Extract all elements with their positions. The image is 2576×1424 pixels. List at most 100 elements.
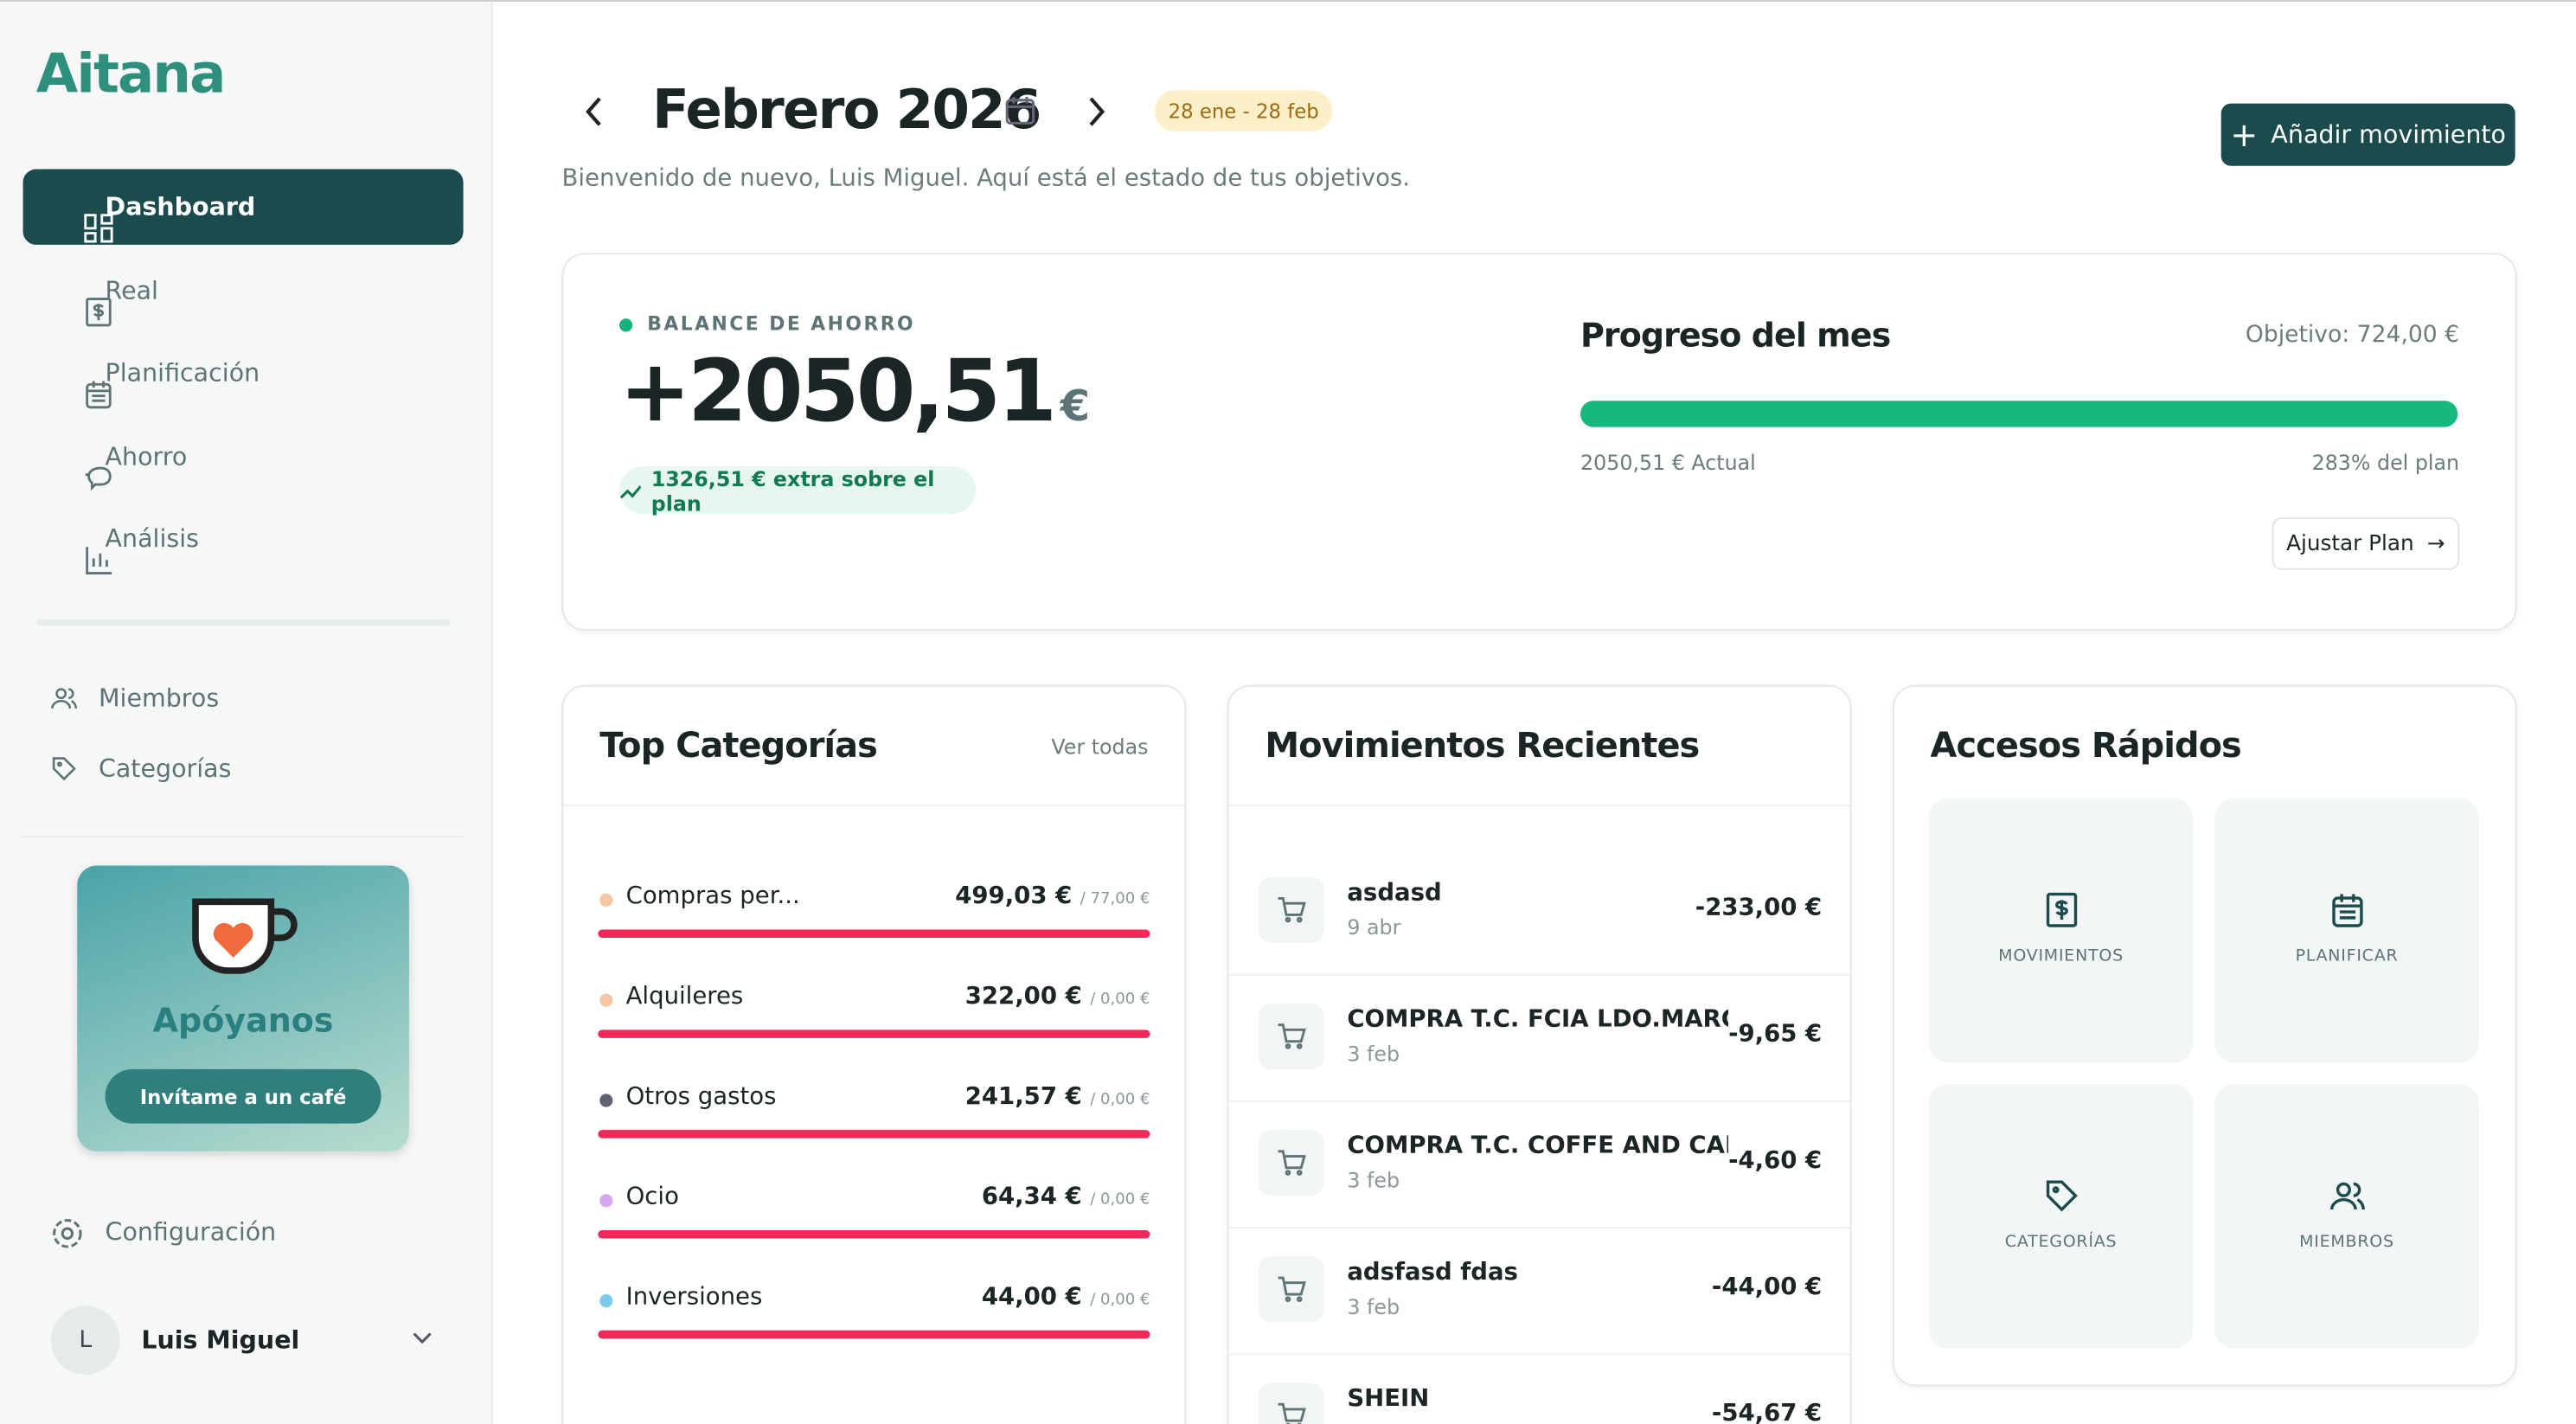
nav-icon-svg <box>86 297 112 326</box>
category-name: Alquileres <box>625 984 744 1010</box>
progress-title: Progreso del mes <box>1580 315 1891 356</box>
cart-icon-svg <box>1278 1150 1306 1176</box>
category-amount: 64,34 € / 0,00 € <box>982 1184 1150 1210</box>
calendar-icon[interactable] <box>1003 93 1036 126</box>
divider <box>1228 973 1850 976</box>
balance-card: BALANCE DE AHORRO +2050,51 € 1326,51 € ex… <box>561 253 2517 632</box>
plus-icon: + <box>2230 114 2259 155</box>
nav-item[interactable]: Dashboard <box>22 169 464 245</box>
movement-name[interactable]: COMPRA T.C. COFFE AND CAKE <box>1347 1132 1728 1160</box>
progress-actual: 2050,51 € Actual <box>1580 450 1756 475</box>
subtitle: Bienvenido de nuevo, Luis Miguel. Aquí e… <box>561 165 1411 193</box>
avatar-initial: L <box>79 1326 93 1354</box>
amount: 322,00 € <box>964 984 1082 1010</box>
movements-card: Movimientos Recientes asdasd 9 abr -233,00… <box>1227 684 1852 1424</box>
category-amount: 322,00 € / 0,00 € <box>965 984 1150 1010</box>
shortcut-tile[interactable]: PLANIFICAR <box>2214 798 2479 1063</box>
shortcut-tile[interactable]: MOVIMIENTOS <box>1928 798 2194 1063</box>
chevron-down[interactable] <box>411 1329 434 1349</box>
category-dot <box>599 893 613 907</box>
category-amount: 241,57 € / 0,00 € <box>965 1084 1150 1110</box>
promo-card: Apóyanos Invítame a un café <box>77 865 409 1151</box>
amount: 241,57 € <box>964 1084 1082 1111</box>
shortcut-icon-svg <box>2332 894 2363 927</box>
movement-amount: -44,00 € <box>1711 1274 1823 1301</box>
coffee-button-label: Invítame a un café <box>139 1084 347 1108</box>
balance-amount: +2050,51 € <box>619 343 1090 442</box>
nav-label: Ahorro <box>105 441 188 471</box>
divider <box>563 805 1185 807</box>
nav-icon-svg <box>52 756 76 780</box>
trend-icon <box>619 484 642 498</box>
movement-date: 9 abr <box>1347 914 1401 940</box>
divider <box>1228 805 1850 807</box>
category-bar <box>598 1229 1150 1239</box>
category-dot <box>599 1194 613 1208</box>
budget: / 0,00 € <box>1090 990 1150 1009</box>
arrow-icon: → <box>2426 531 2445 556</box>
divider <box>1228 1227 1850 1229</box>
progress-bar <box>1580 401 2458 427</box>
user-name[interactable]: Luis Miguel <box>141 1325 300 1356</box>
nav-icon-svg <box>85 466 112 491</box>
nav-label: Dashboard <box>105 192 256 222</box>
add-movement-button[interactable]: + Añadir movimiento <box>2220 103 2515 166</box>
settings-icon <box>53 1219 82 1248</box>
nav-item[interactable]: Ahorro <box>23 419 464 494</box>
category-name: Compras per... <box>625 883 800 910</box>
shortcut-tile[interactable]: CATEGORÍAS <box>1928 1084 2194 1349</box>
shortcut-tile[interactable]: MIEMBROS <box>2214 1084 2479 1349</box>
category-bar <box>598 1030 1150 1038</box>
coffee-button[interactable]: Invítame a un café <box>105 1068 381 1124</box>
category-name: Inversiones <box>625 1284 763 1312</box>
currency: € <box>1060 382 1090 433</box>
category-dot <box>599 1094 613 1107</box>
cart-icon-svg <box>1278 897 1306 923</box>
movement-name[interactable]: asdasd <box>1347 880 1442 907</box>
separator <box>19 836 464 838</box>
movement-name[interactable]: adsfasd fdas <box>1347 1260 1518 1286</box>
movement-name[interactable]: SHEIN <box>1347 1386 1430 1413</box>
nav-label: Real <box>105 275 158 305</box>
cart-icon-svg <box>1278 1276 1306 1303</box>
nav-link[interactable]: Categorías <box>98 753 232 783</box>
shortcut-label: CATEGORÍAS <box>2004 1233 2118 1252</box>
nav-label: Análisis <box>105 524 199 555</box>
progress-percent: 283% del plan <box>2311 450 2460 475</box>
category-dot <box>599 1294 613 1308</box>
budget: / 0,00 € <box>1090 1291 1150 1310</box>
category-bar <box>598 1130 1150 1139</box>
prev-month[interactable] <box>579 93 612 130</box>
nav-link[interactable]: Miembros <box>98 683 220 713</box>
category-bar <box>598 929 1150 939</box>
shortcut-label: MOVIMIENTOS <box>1998 947 2124 966</box>
logo[interactable]: Aitana <box>35 41 227 106</box>
amount: 44,00 € <box>981 1284 1082 1312</box>
divider <box>1228 1353 1850 1356</box>
extra-badge: 1326,51 € extra sobre el plan <box>618 465 977 516</box>
nav-icon-svg <box>84 214 113 243</box>
nav-icon-svg <box>51 688 78 709</box>
cart-icon <box>1258 1382 1324 1424</box>
see-all-link[interactable]: Ver todas <box>1051 734 1149 760</box>
movement-date: 3 feb <box>1347 1167 1400 1193</box>
nav-icon <box>49 683 79 720</box>
shortcut-label: MIEMBROS <box>2299 1233 2394 1252</box>
category-name: Otros gastos <box>625 1084 777 1111</box>
settings-link[interactable]: Configuración <box>105 1216 277 1247</box>
movement-date: 3 feb <box>1347 1041 1400 1067</box>
categories-card: Top Categorías Ver todas Compras per... 4… <box>561 684 1187 1424</box>
amount: 64,34 € <box>981 1183 1082 1211</box>
adjust-plan-button[interactable]: Ajustar Plan → <box>2272 517 2460 570</box>
movement-name[interactable]: COMPRA T.C. FCIA LDO.MARCO ... <box>1347 1006 1728 1034</box>
next-month[interactable] <box>1080 93 1112 130</box>
category-bar <box>598 1330 1150 1339</box>
shortcut-icon <box>2328 890 2368 936</box>
extra-label: 1326,51 € extra sobre el plan <box>650 465 935 516</box>
nav-item[interactable]: Real <box>23 253 464 328</box>
nav-item[interactable]: Análisis <box>23 502 464 577</box>
budget: / 0,00 € <box>1090 1190 1150 1209</box>
nav-item[interactable]: Planificación <box>23 336 464 411</box>
